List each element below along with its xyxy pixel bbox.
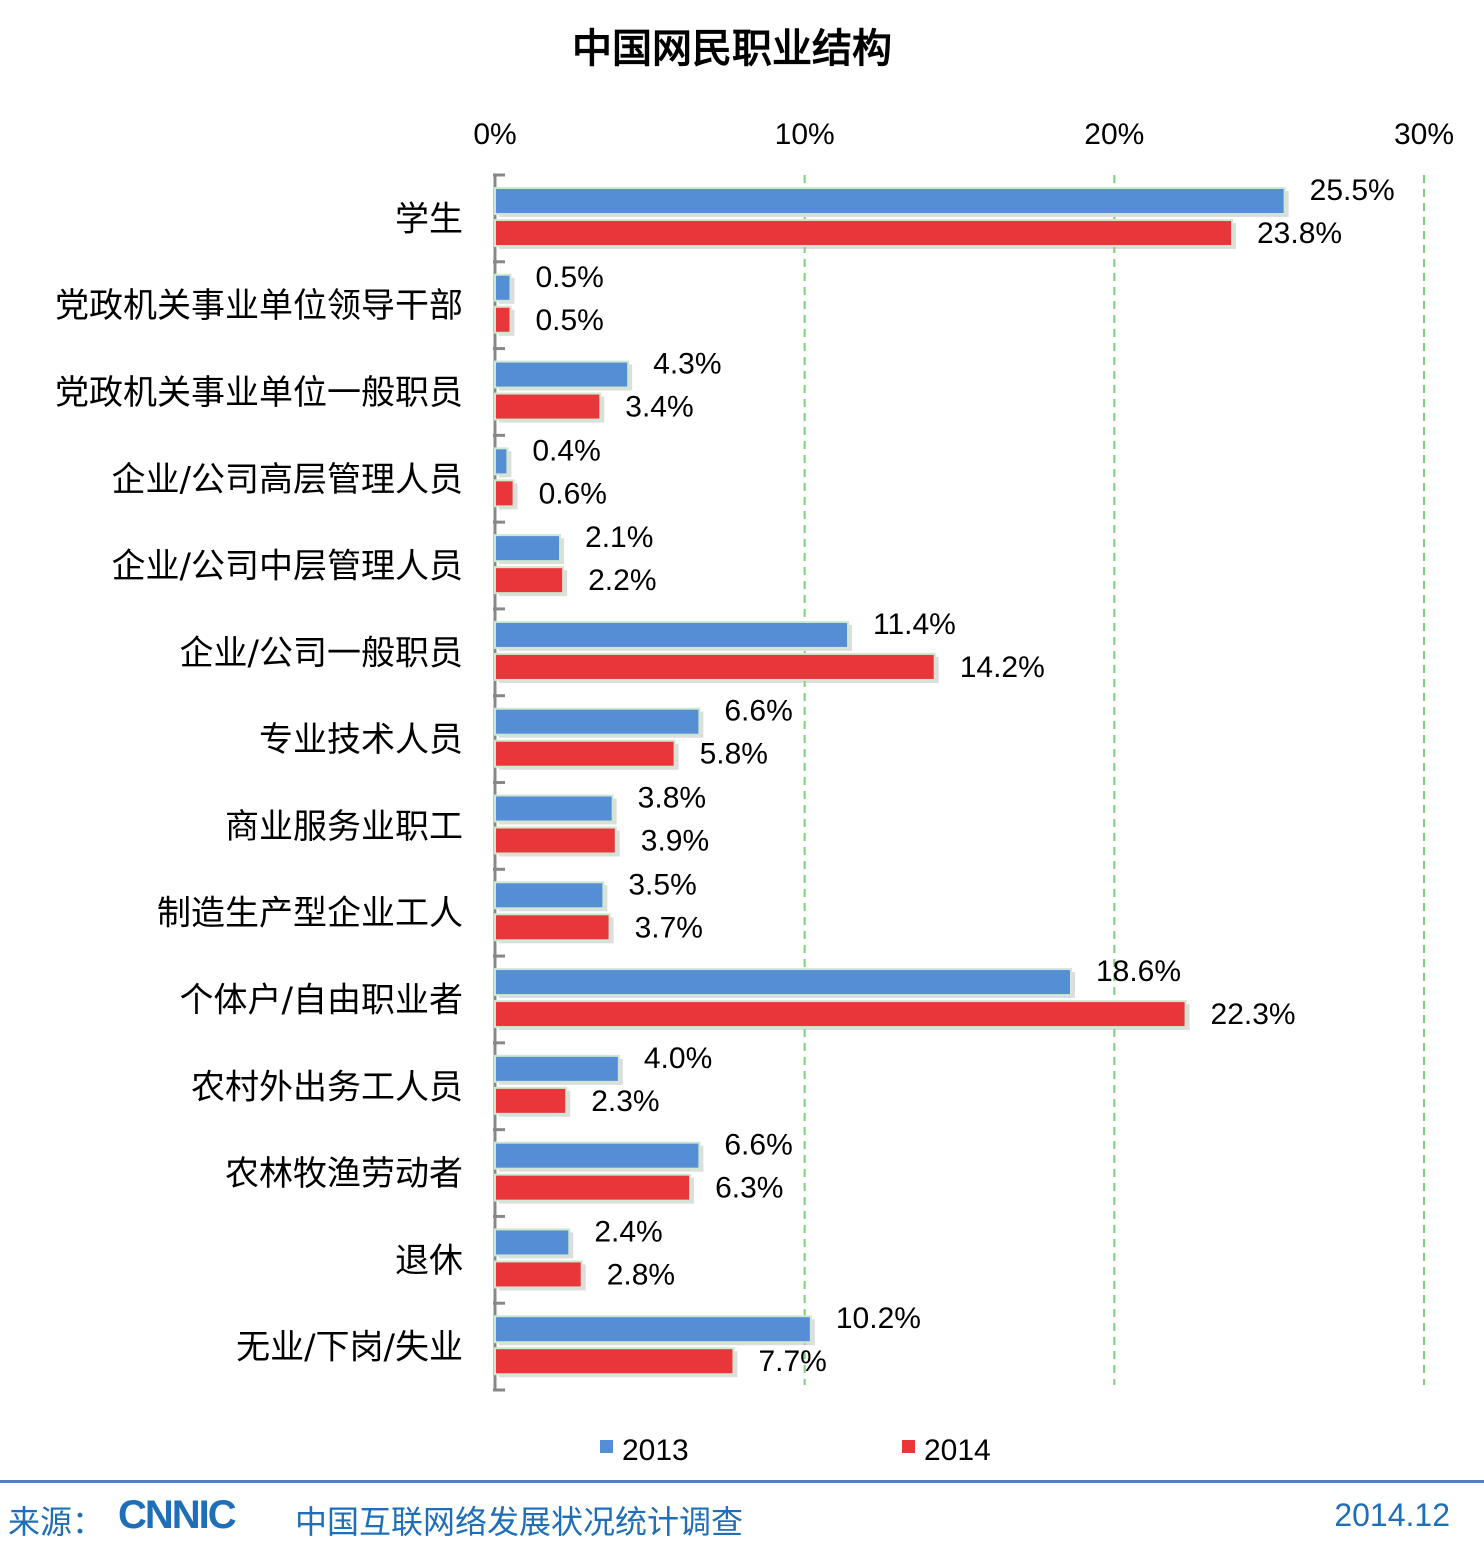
bar-2014	[494, 1086, 568, 1115]
x-tick-label: 0%	[473, 118, 516, 151]
category-label: 个体户/自由职业者	[180, 980, 463, 1020]
category-label: 农林牧渔劳动者	[225, 1154, 463, 1194]
data-label: 6.3%	[715, 1172, 783, 1205]
category-label: 企业/公司一般职员	[180, 633, 463, 673]
report-date: 2014.12	[1334, 1497, 1450, 1533]
bar-2013	[494, 360, 630, 389]
bar-2014	[494, 1000, 1187, 1029]
data-label: 18.6%	[1096, 955, 1181, 988]
category-label: 制造生产型企业工人	[157, 894, 463, 934]
data-label: 0.6%	[539, 477, 607, 510]
bar-2014	[494, 479, 515, 508]
bar-2013	[494, 273, 512, 302]
source-label: 来源：	[8, 1503, 105, 1541]
bar-2013	[494, 1228, 571, 1257]
bar-2013	[494, 881, 605, 910]
data-label: 22.3%	[1211, 998, 1296, 1031]
bar-2013	[494, 620, 850, 649]
bar-2014	[494, 392, 602, 421]
legend-swatch-2014	[902, 1440, 915, 1453]
bar-2014	[494, 566, 565, 595]
bar-2013	[494, 1054, 620, 1083]
report-name: 中国互联网络发展状况统计调查	[295, 1503, 744, 1541]
data-label: 3.4%	[625, 391, 693, 424]
data-label: 2.2%	[588, 564, 656, 597]
data-label: 3.5%	[628, 868, 696, 901]
data-label: 0.5%	[535, 261, 603, 294]
category-label: 企业/公司高层管理人员	[112, 460, 463, 500]
data-label: 0.5%	[535, 304, 603, 337]
category-label: 专业技术人员	[259, 720, 463, 760]
data-label: 14.2%	[960, 651, 1045, 684]
legend-label: 2013	[622, 1434, 689, 1467]
data-label: 7.7%	[758, 1345, 826, 1378]
data-label: 23.8%	[1257, 217, 1342, 250]
bar-2014	[494, 305, 512, 334]
bar-2013	[494, 1315, 812, 1344]
bar-2013	[494, 187, 1286, 215]
bar-2013	[494, 794, 614, 823]
category-label: 农村外出务工人员	[191, 1067, 463, 1107]
legend-label: 2014	[924, 1434, 991, 1467]
bar-2014	[494, 826, 617, 855]
bar-2014	[494, 1173, 692, 1202]
bar-2013	[494, 447, 509, 476]
x-tick-label: 20%	[1084, 118, 1144, 151]
data-label: 5.8%	[700, 738, 768, 771]
bar-2014	[494, 739, 676, 768]
bar-2013	[494, 534, 562, 563]
bar-2014	[494, 1260, 583, 1289]
category-label: 无业/下岗/失业	[236, 1328, 463, 1368]
data-label: 2.3%	[591, 1085, 659, 1118]
x-tick-label: 30%	[1394, 118, 1454, 151]
data-label: 3.9%	[641, 825, 709, 858]
chart-title: 中国网民职业结构	[572, 26, 892, 72]
category-label: 党政机关事业单位一般职员	[55, 373, 463, 413]
legend-swatch-2013	[600, 1440, 613, 1453]
bar-2014	[494, 1347, 735, 1376]
category-label: 企业/公司中层管理人员	[112, 547, 463, 587]
bar-2013	[494, 707, 701, 736]
data-label: 4.3%	[653, 348, 721, 381]
category-label: 退休	[395, 1241, 463, 1281]
data-label: 4.0%	[644, 1042, 712, 1075]
category-label: 商业服务业职工	[225, 807, 463, 847]
data-label: 10.2%	[836, 1302, 921, 1335]
data-label: 3.8%	[638, 782, 706, 815]
data-label: 2.8%	[607, 1258, 675, 1291]
category-label: 党政机关事业单位领导干部	[55, 286, 463, 326]
data-label: 2.4%	[594, 1215, 662, 1248]
data-label: 11.4%	[873, 608, 956, 641]
bar-2013	[494, 1141, 701, 1170]
x-tick-label: 10%	[775, 118, 835, 151]
bar-2014	[494, 652, 936, 681]
footer: 来源： CNNIC 中国互联网络发展状况统计调查 2014.12	[0, 1480, 1484, 1547]
data-label: 0.4%	[532, 434, 600, 467]
bar-2014	[494, 913, 611, 942]
data-label: 25.5%	[1310, 174, 1395, 207]
bar-2014	[494, 219, 1234, 247]
cnnic-logo: CNNIC	[118, 1493, 237, 1537]
bar-2013	[494, 968, 1072, 997]
category-label: 学生	[395, 199, 463, 239]
data-label: 6.6%	[724, 695, 792, 728]
data-label: 3.7%	[635, 911, 703, 944]
data-label: 2.1%	[585, 521, 653, 554]
data-label: 6.6%	[724, 1129, 792, 1162]
